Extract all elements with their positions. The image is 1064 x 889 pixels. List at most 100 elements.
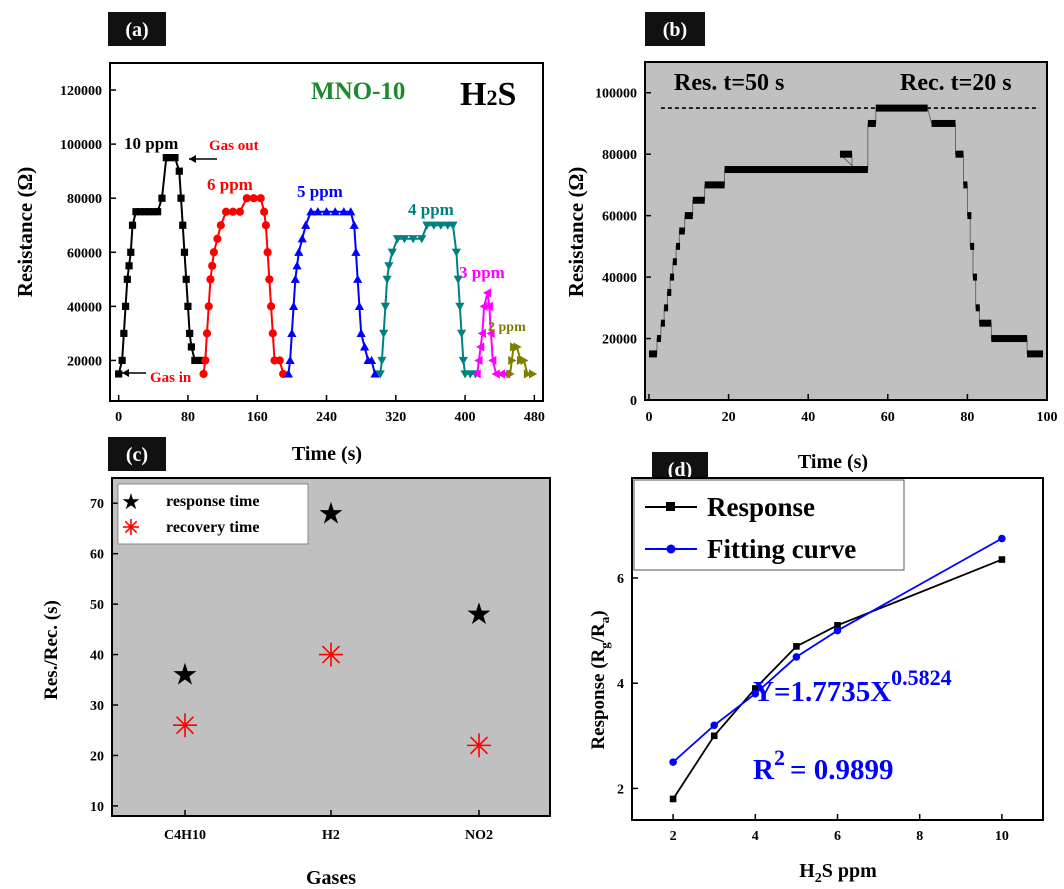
- data-point: [187, 343, 196, 351]
- data-point: [455, 302, 465, 311]
- label-2ppm: 2 ppm: [488, 320, 526, 335]
- data-point: [351, 247, 361, 256]
- data-point: [793, 643, 800, 650]
- data-point: [275, 356, 284, 365]
- series-3-ppm: [472, 288, 511, 379]
- data-point: [399, 235, 410, 244]
- series-2-ppm: [506, 342, 538, 379]
- data-point: [297, 234, 307, 243]
- data-point: [476, 342, 485, 352]
- step-segment: [931, 119, 956, 127]
- x-tick-label: 4: [752, 829, 759, 844]
- step-segment: [972, 273, 977, 281]
- step-segment: [656, 335, 661, 343]
- data-point: [294, 247, 304, 256]
- panel-a-plot-area: [109, 62, 544, 402]
- y-tick-label: 80000: [67, 192, 102, 207]
- legend-star-marker: ★: [121, 489, 141, 514]
- data-point: [235, 207, 244, 216]
- series-fitting-curve: [669, 534, 1006, 766]
- data-point: [141, 208, 149, 216]
- x-tick-label: 6: [834, 829, 841, 844]
- y-tick-label: 100000: [595, 87, 637, 102]
- response-time-point: ★: [466, 598, 493, 631]
- step-segment: [679, 227, 685, 235]
- arrow-gas-out-head: [189, 155, 196, 163]
- data-point: [216, 221, 225, 230]
- data-point: [523, 369, 533, 379]
- x-tick-label: C4H10: [164, 828, 206, 843]
- data-point: [177, 194, 185, 202]
- data-point: [346, 207, 356, 216]
- data-point: [792, 653, 801, 661]
- data-point: [349, 220, 359, 229]
- data-point: [287, 328, 297, 337]
- x-tick-label: 10: [995, 829, 1009, 844]
- x-tick-label: 8: [916, 829, 923, 844]
- data-point: [833, 626, 842, 635]
- data-point: [266, 302, 276, 311]
- data-point: [191, 356, 199, 365]
- x-tick-label: 0: [115, 410, 122, 425]
- recovery-time-point-stroke: [469, 736, 489, 755]
- y-tick-label: 80000: [602, 148, 637, 163]
- y-tick-label: 120000: [60, 84, 102, 99]
- recovery-time-point: [467, 733, 491, 758]
- x-tick-label: 160: [247, 410, 268, 425]
- data-point: [752, 685, 759, 692]
- y-tick-label: 4: [617, 677, 624, 692]
- data-point: [451, 248, 461, 257]
- legend-response-time: response time: [166, 493, 259, 510]
- x-tick-label: H2: [322, 828, 340, 843]
- step-segment: [991, 335, 1028, 343]
- fit-r2: R2 = 0.9899: [753, 745, 893, 786]
- data-point: [382, 275, 392, 284]
- step-segment: [867, 119, 876, 127]
- step-segment: [955, 150, 964, 158]
- label-10ppm: 10 ppm: [124, 134, 178, 153]
- data-point: [356, 328, 366, 337]
- data-point: [484, 301, 493, 311]
- data-point: [242, 194, 251, 203]
- data-point: [486, 328, 495, 338]
- label-3ppm: 3 ppm: [459, 263, 505, 282]
- data-point: [128, 221, 137, 229]
- step-segment: [667, 288, 672, 296]
- data-point: [508, 355, 517, 366]
- legend-fitting-curve: Fitting curve: [707, 534, 856, 564]
- recovery-time-point-stroke: [321, 645, 341, 664]
- data-point: [392, 235, 403, 244]
- data-point: [186, 329, 194, 337]
- legend-response-marker: [666, 502, 675, 511]
- y-tick-label: 40000: [67, 300, 102, 315]
- series-line: [117, 156, 201, 375]
- data-point: [313, 207, 323, 216]
- data-point: [213, 234, 222, 243]
- data-point: [375, 370, 385, 379]
- data-point: [477, 328, 486, 338]
- series-4-ppm: [375, 221, 481, 379]
- series-5-ppm: [283, 207, 380, 378]
- series-6-ppm: [199, 194, 288, 379]
- data-point: [206, 275, 215, 284]
- step-segment: [684, 212, 693, 220]
- step-segment: [704, 181, 725, 189]
- data-point: [669, 795, 677, 803]
- y-tick-label: 40000: [602, 271, 637, 286]
- data-point: [448, 221, 458, 230]
- panel-b-badge-label: (b): [663, 19, 687, 41]
- step-segment: [676, 242, 681, 250]
- data-point: [118, 356, 126, 365]
- y-tick-label: 30: [90, 699, 104, 714]
- data-point: [209, 248, 219, 257]
- data-point: [384, 262, 394, 271]
- y-tick-label: 60: [90, 548, 104, 563]
- data-point: [136, 208, 144, 216]
- data-point: [167, 154, 175, 162]
- y-tick-label: 50: [90, 598, 104, 613]
- data-point: [306, 207, 316, 216]
- annotation-res-time: Res. t=50 s: [674, 70, 784, 96]
- legend-asterisk-marker-stroke: [124, 520, 138, 534]
- data-point: [268, 329, 277, 338]
- panel-d: (d) 2 4 6 2 4 6 8 10 Response Fitting curve Y=1…: [588, 452, 1044, 886]
